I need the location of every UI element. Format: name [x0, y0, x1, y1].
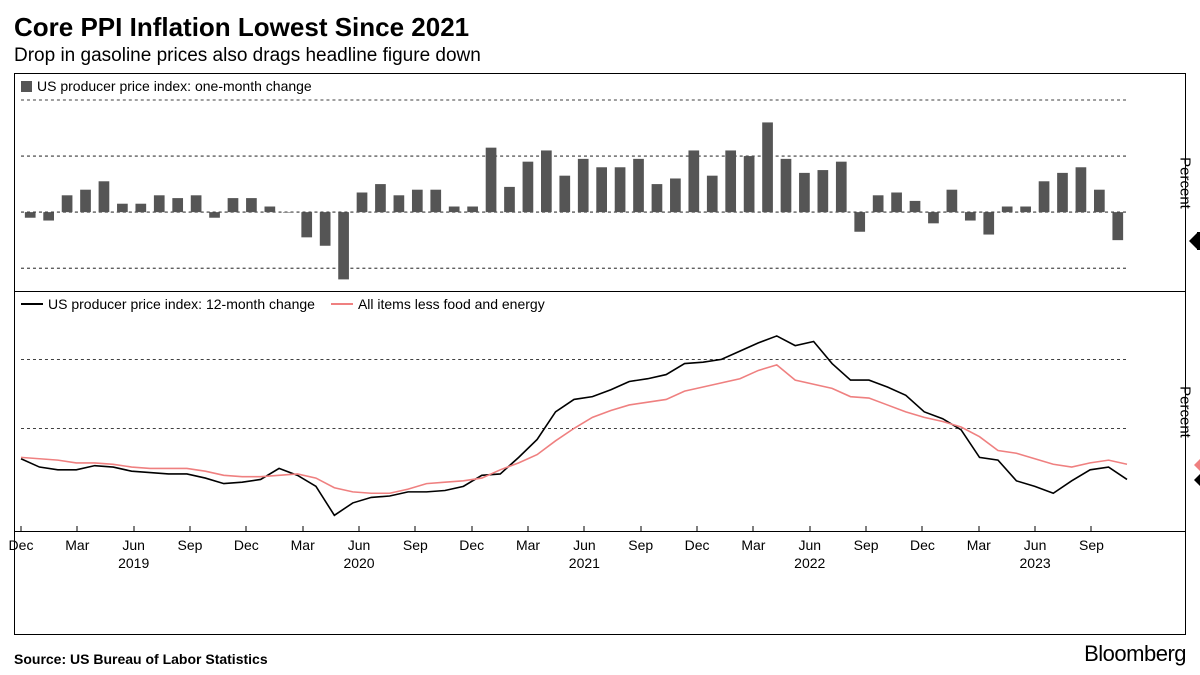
top-legend: US producer price index: one-month chang…: [21, 78, 312, 94]
xtick-mark: [471, 526, 472, 532]
line-chart-svg: [21, 318, 1127, 525]
legend-label: US producer price index: one-month chang…: [37, 78, 312, 94]
xtick-label: Dec: [685, 536, 710, 554]
bar-chart-svg: [21, 100, 1127, 285]
xtick-label: Jun2019: [118, 536, 149, 572]
charts-frame: US producer price index: one-month chang…: [14, 73, 1186, 635]
xtick-label: Dec: [910, 536, 935, 554]
xtick-label: Jun2020: [343, 536, 374, 572]
ytick: 5: [1191, 421, 1200, 437]
xtick-label: Mar: [967, 536, 991, 554]
xtick-label: Sep: [403, 536, 428, 554]
x-axis: Dec Mar Jun2019 Sep Dec Mar Jun2020 Sep Dec Mar Ju…: [15, 532, 1185, 592]
xtick-label: Mar: [516, 536, 540, 554]
xtick-mark: [584, 526, 585, 532]
legend-item: US producer price index: one-month chang…: [21, 78, 312, 94]
legend-swatch: [331, 303, 353, 305]
xtick-label: Sep: [854, 536, 879, 554]
xtick-label: Jun2022: [794, 536, 825, 572]
xtick-mark: [640, 526, 641, 532]
xtick-label: Dec: [9, 536, 34, 554]
source-text: Source: US Bureau of Labor Statistics: [14, 651, 268, 667]
footer: Source: US Bureau of Labor Statistics Bl…: [14, 635, 1186, 667]
ytick: 10: [1191, 352, 1200, 368]
top-ylabel: Percent: [1177, 157, 1194, 209]
xtick-label: Mar: [741, 536, 765, 554]
xtick-mark: [359, 526, 360, 532]
xtick-mark: [866, 526, 867, 532]
xtick-label: Sep: [178, 536, 203, 554]
legend-item: All items less food and energy: [331, 296, 545, 312]
brand-text: Bloomberg: [1084, 641, 1186, 667]
xtick-mark: [1091, 526, 1092, 532]
xtick-mark: [133, 526, 134, 532]
xtick-mark: [77, 526, 78, 532]
xtick-label: Jun2021: [569, 536, 600, 572]
bottom-legend: US producer price index: 12-month change…: [21, 296, 545, 312]
bottom-panel: US producer price index: 12-month change…: [15, 292, 1185, 532]
xtick-label: Dec: [234, 536, 259, 554]
xtick-mark: [190, 526, 191, 532]
chart-subtitle: Drop in gasoline prices also drags headl…: [14, 45, 1186, 67]
chart-container: Core PPI Inflation Lowest Since 2021 Dro…: [0, 0, 1200, 675]
xtick-mark: [302, 526, 303, 532]
xtick-mark: [1035, 526, 1036, 532]
legend-item: US producer price index: 12-month change: [21, 296, 315, 312]
ytick: -1.0: [1191, 261, 1200, 277]
top-panel: US producer price index: one-month chang…: [15, 74, 1185, 292]
legend-label: All items less food and energy: [358, 296, 545, 312]
xtick-mark: [697, 526, 698, 532]
xtick-label: Sep: [1079, 536, 1104, 554]
xtick-mark: [246, 526, 247, 532]
legend-label: US producer price index: 12-month change: [48, 296, 315, 312]
ytick: 1.0: [1191, 148, 1200, 164]
top-plot: [21, 100, 1127, 285]
xtick-label: Mar: [291, 536, 315, 554]
xtick-label: Dec: [459, 536, 484, 554]
chart-title: Core PPI Inflation Lowest Since 2021: [14, 12, 1186, 43]
xtick-mark: [753, 526, 754, 532]
xtick-label: Sep: [628, 536, 653, 554]
legend-swatch: [21, 81, 32, 92]
xtick-label: Jun2023: [1020, 536, 1051, 572]
xtick-mark: [21, 526, 22, 532]
xtick-mark: [415, 526, 416, 532]
legend-swatch: [21, 303, 43, 305]
ytick: 2.0: [1191, 92, 1200, 108]
ytick: 0.0: [1191, 205, 1200, 221]
xtick-mark: [809, 526, 810, 532]
xtick-mark: [528, 526, 529, 532]
bottom-plot: [21, 318, 1127, 525]
xtick-mark: [922, 526, 923, 532]
xtick-mark: [978, 526, 979, 532]
xtick-label: Mar: [65, 536, 89, 554]
